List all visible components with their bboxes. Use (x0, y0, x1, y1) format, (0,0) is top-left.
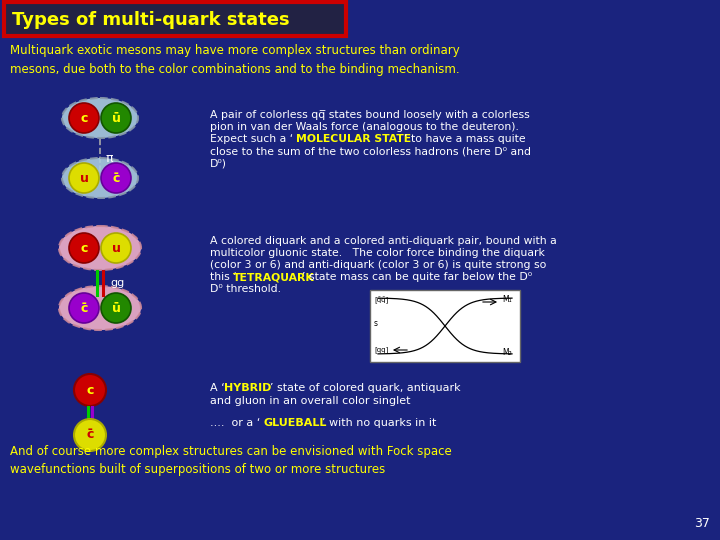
Text: close to the sum of the two colorless hadrons (here D⁰ and: close to the sum of the two colorless ha… (210, 146, 531, 156)
Text: [qq]: [qq] (374, 346, 388, 353)
Text: c: c (81, 112, 88, 125)
Circle shape (74, 374, 106, 406)
Ellipse shape (59, 226, 141, 270)
Text: Multiquark exotic mesons may have more complex structures than ordinary
mesons, : Multiquark exotic mesons may have more c… (10, 44, 460, 76)
Ellipse shape (59, 286, 141, 330)
Text: multicolor gluonic state.   The color force binding the diquark: multicolor gluonic state. The color forc… (210, 248, 545, 258)
Text: [q̄q̄]: [q̄q̄] (374, 296, 388, 303)
Text: pion in van der Waals force (analogous to the deuteron).: pion in van der Waals force (analogous t… (210, 122, 519, 132)
Text: ....  or a ‘: .... or a ‘ (210, 418, 261, 428)
Text: M₁: M₁ (502, 295, 512, 304)
Text: MOLECULAR STATE: MOLECULAR STATE (296, 134, 411, 144)
Text: Expect such a ‘: Expect such a ‘ (210, 134, 293, 144)
Circle shape (101, 293, 131, 323)
Text: GLUEBALL: GLUEBALL (264, 418, 328, 428)
Text: π: π (105, 152, 112, 165)
Circle shape (69, 293, 99, 323)
Text: TETRAQUARK: TETRAQUARK (233, 272, 315, 282)
Text: ’ with no quarks in it: ’ with no quarks in it (322, 418, 436, 428)
Text: A ‘: A ‘ (210, 383, 225, 393)
Text: A colored diquark and a colored anti-diquark pair, bound with a: A colored diquark and a colored anti-diq… (210, 236, 557, 246)
Text: D⁰ threshold.: D⁰ threshold. (210, 284, 281, 294)
Text: s: s (374, 320, 378, 328)
Ellipse shape (62, 98, 138, 138)
Text: M₂: M₂ (502, 348, 512, 357)
Text: c: c (86, 384, 94, 397)
Text: c̄: c̄ (86, 429, 94, 442)
Text: And of course more complex structures can be envisioned with Fock space
wavefunc: And of course more complex structures ca… (10, 445, 451, 476)
Circle shape (69, 233, 99, 263)
Circle shape (101, 233, 131, 263)
Text: ’ to have a mass quite: ’ to have a mass quite (404, 134, 526, 144)
Text: HYBRID: HYBRID (224, 383, 271, 393)
Text: ū: ū (112, 301, 120, 314)
Text: D⁰): D⁰) (210, 158, 227, 168)
Text: (color 3 or 6) and anti-diquark (color 3 or 6) is quite strong so: (color 3 or 6) and anti-diquark (color 3… (210, 260, 546, 270)
Ellipse shape (62, 158, 138, 198)
Circle shape (74, 419, 106, 451)
Circle shape (101, 103, 131, 133)
Text: ’ state mass can be quite far below the D⁰: ’ state mass can be quite far below the … (302, 272, 532, 282)
Text: gg: gg (110, 278, 125, 288)
Text: ū: ū (112, 111, 120, 125)
Circle shape (69, 163, 99, 193)
Circle shape (101, 163, 131, 193)
Text: 37: 37 (694, 517, 710, 530)
Text: c̄: c̄ (112, 172, 120, 185)
Text: ’ state of colored quark, antiquark: ’ state of colored quark, antiquark (270, 383, 461, 393)
Text: u: u (80, 172, 89, 186)
Text: Types of multi-quark states: Types of multi-quark states (12, 11, 289, 29)
Text: this ‘: this ‘ (210, 272, 237, 282)
Text: and gluon in an overall color singlet: and gluon in an overall color singlet (210, 396, 410, 406)
Bar (370, 290, 520, 362)
Text: c: c (81, 242, 88, 255)
FancyBboxPatch shape (4, 2, 346, 36)
Circle shape (69, 103, 99, 133)
Text: c̄: c̄ (81, 301, 88, 314)
Text: A pair of colorless qq̅ states bound loosely with a colorless: A pair of colorless qq̅ states bound loo… (210, 110, 530, 120)
Text: u: u (112, 242, 120, 255)
